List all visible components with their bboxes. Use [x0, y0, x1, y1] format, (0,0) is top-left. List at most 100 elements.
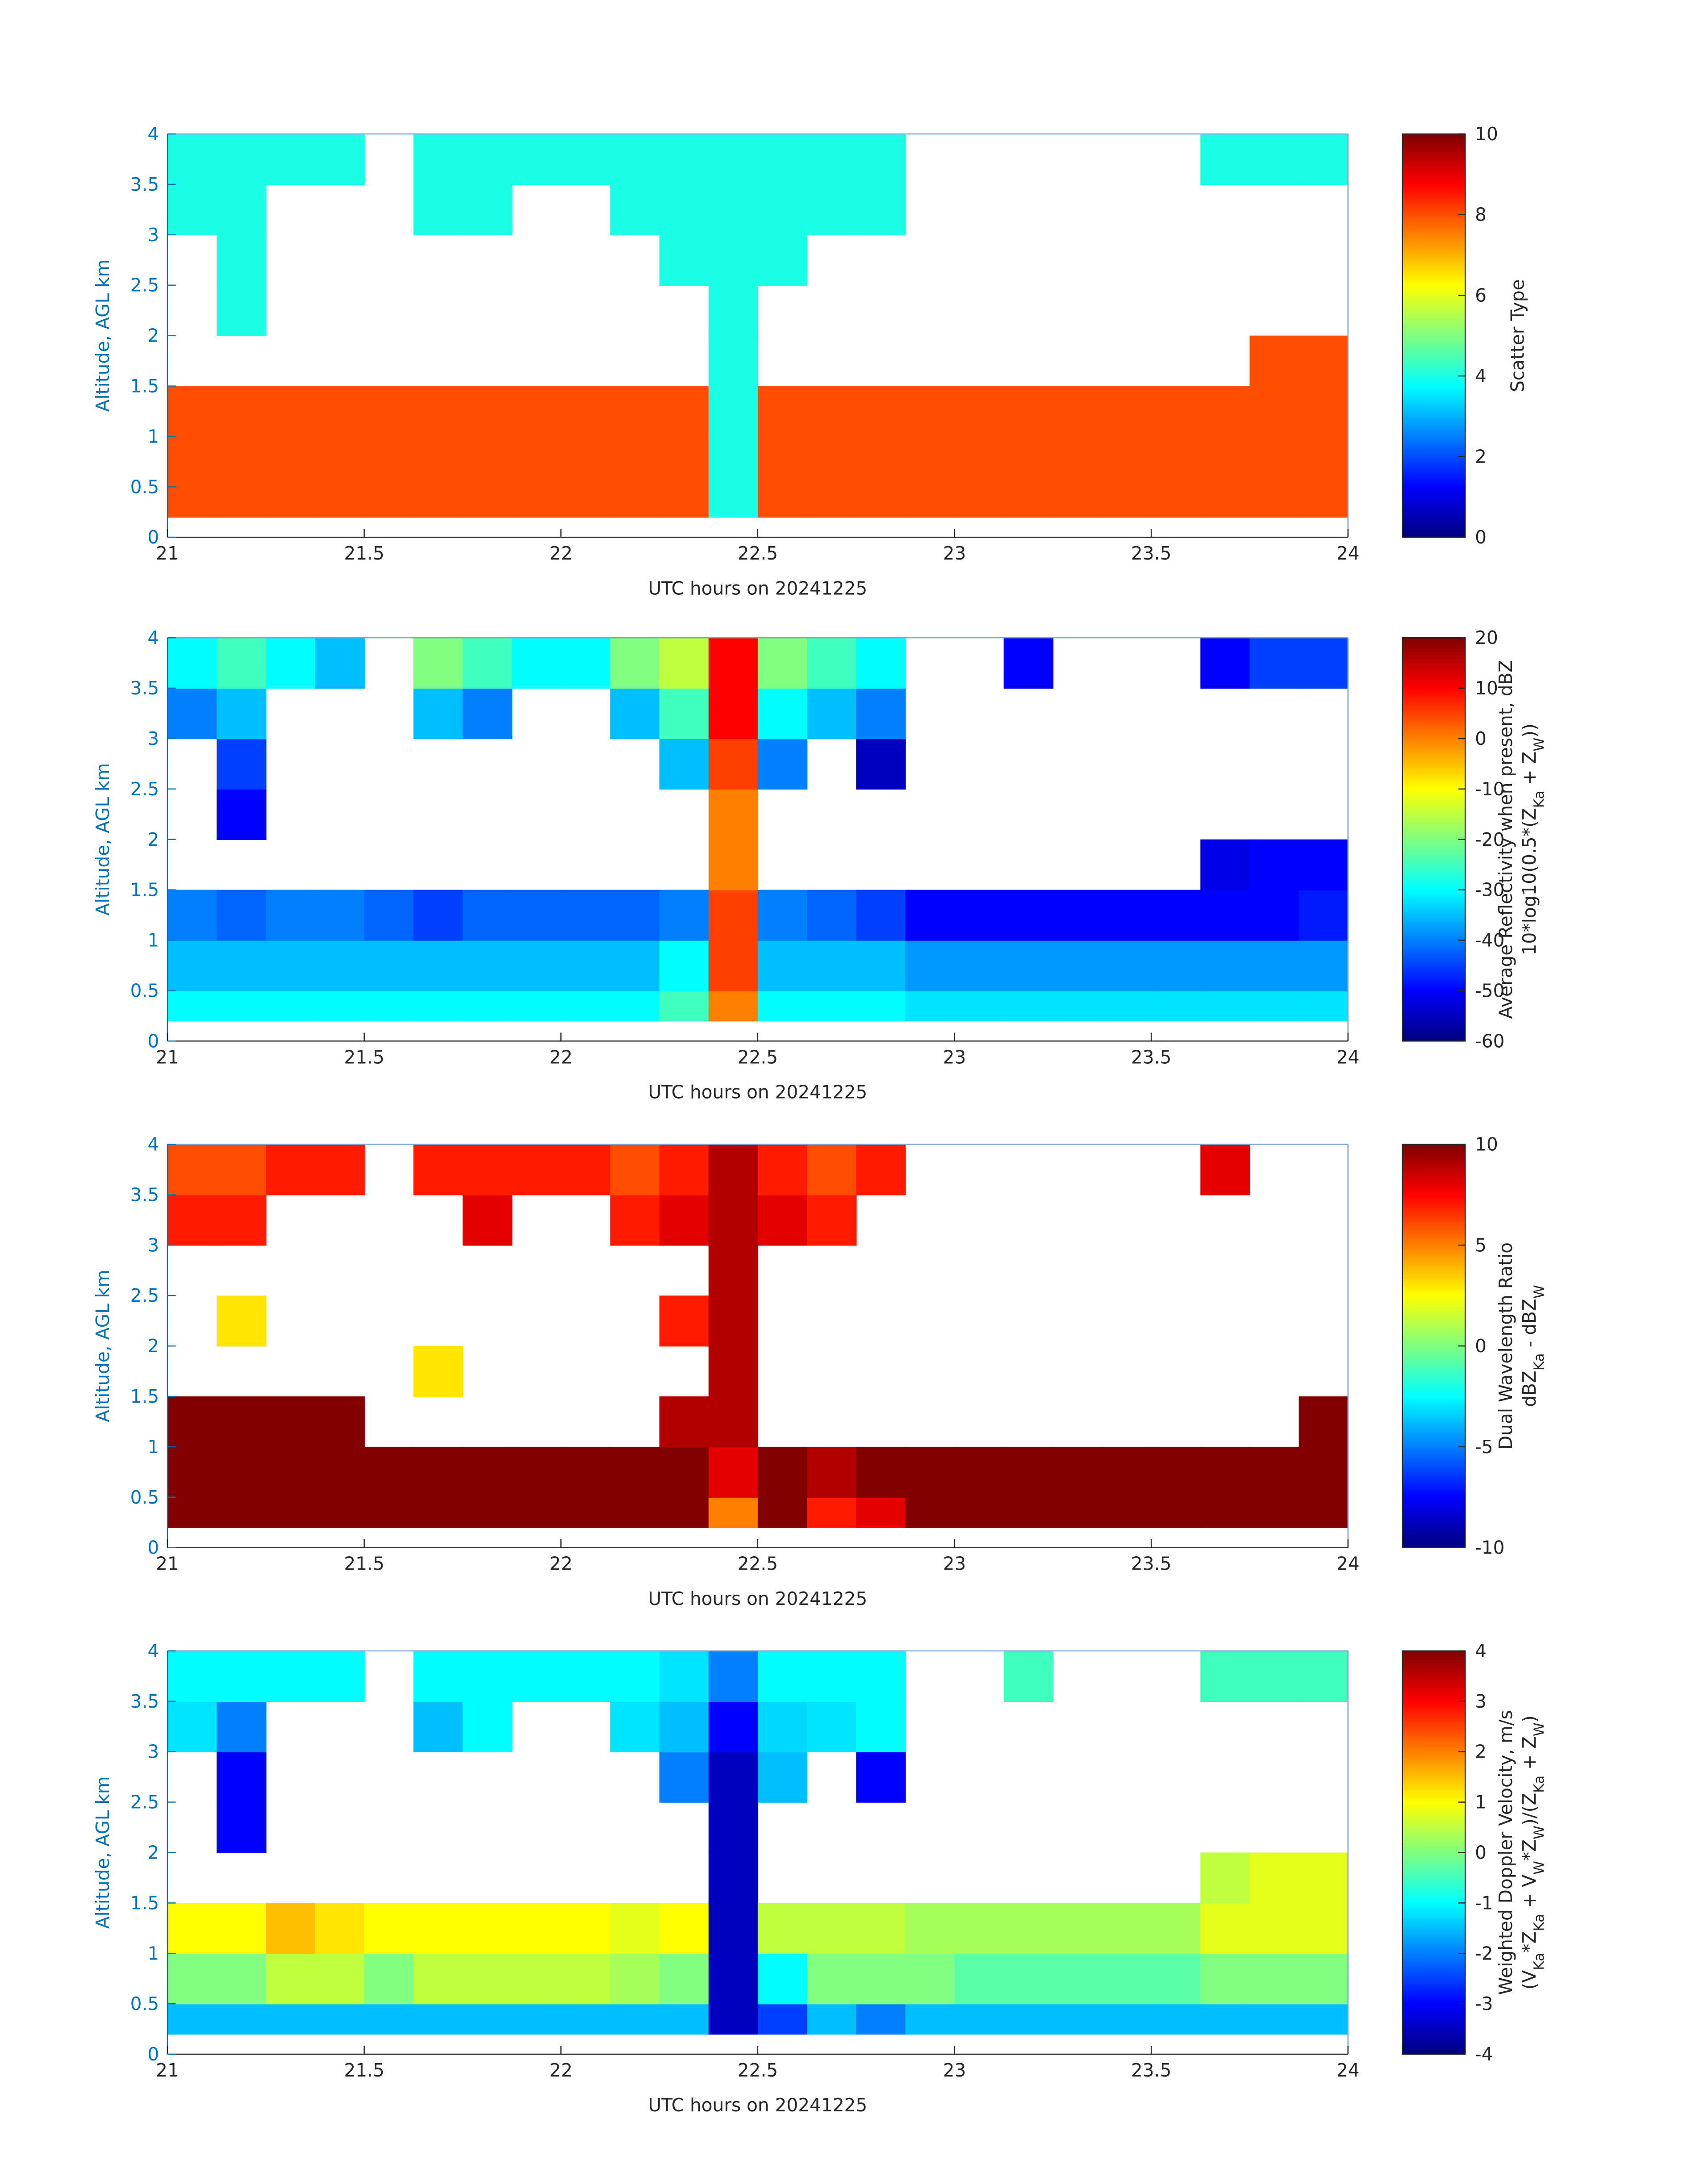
cell: [757, 487, 808, 518]
cell: [905, 1497, 955, 1528]
cell: [512, 890, 562, 941]
cell: [315, 890, 365, 941]
cell: [757, 940, 808, 991]
x-tick-label: 21.5: [344, 543, 384, 564]
colorbar-label-part: ): [1519, 1715, 1540, 1722]
y-tick-label: 4: [147, 627, 159, 648]
cell: [1151, 2004, 1201, 2035]
cell: [1249, 487, 1299, 518]
cell: [708, 1346, 759, 1397]
cell: [1299, 436, 1349, 488]
cell: [266, 487, 316, 518]
cell: [1200, 1903, 1250, 1954]
cell: [167, 1446, 217, 1498]
cell: [659, 890, 709, 941]
cell: [1003, 2004, 1054, 2035]
cell: [708, 234, 759, 286]
colorbar-tick-label: 0: [1475, 728, 1487, 749]
colorbar: [1402, 1650, 1466, 2055]
cell: [708, 487, 759, 518]
cell: [167, 134, 217, 185]
cell: [659, 738, 709, 790]
cell: [708, 638, 759, 689]
cell: [561, 638, 611, 689]
cell: [462, 1903, 513, 1954]
cell: [413, 890, 464, 941]
cell: [1299, 638, 1349, 689]
cell: [610, 1446, 660, 1498]
cell: [659, 1144, 709, 1195]
cell: [512, 1144, 562, 1195]
cell: [954, 1953, 1004, 2005]
cell: [462, 1195, 513, 1246]
y-tick-label: 0.5: [130, 980, 159, 1001]
cell: [167, 688, 217, 740]
cell: [757, 134, 808, 185]
cell: [413, 386, 464, 437]
x-axis-label: UTC hours on 20241225: [648, 577, 868, 599]
y-tick-label: 1.5: [130, 1892, 159, 1914]
cell: [610, 890, 660, 941]
colorbar-label: Weighted Doppler Velocity, m/s: [1495, 1710, 1516, 1995]
cell: [413, 184, 464, 236]
x-tick-label: 23: [943, 543, 966, 564]
cell: [708, 184, 759, 236]
cell: [757, 1144, 808, 1195]
cell: [1299, 386, 1349, 437]
cell: [954, 1497, 1004, 1528]
cell: [167, 1953, 217, 2005]
cell: [905, 487, 955, 518]
cell: [1249, 1446, 1299, 1498]
y-axis-label: Altitude, AGL km: [92, 1776, 113, 1929]
cell: [954, 990, 1004, 1022]
cell: [1151, 890, 1201, 941]
colorbar-tick-label: -50: [1475, 980, 1504, 1001]
cell: [512, 1903, 562, 1954]
cell: [807, 990, 857, 1022]
cell: [1299, 1497, 1349, 1528]
cell: [659, 1497, 709, 1528]
cell: [315, 487, 365, 518]
cell: [462, 638, 513, 689]
cell: [413, 487, 464, 518]
cell: [807, 1195, 857, 1246]
y-tick-label: 3.5: [130, 677, 159, 699]
colorbar-tick-label: 10: [1475, 123, 1498, 145]
colorbar-label-part: W: [1531, 1722, 1547, 1736]
colorbar-label-part: Scatter Type: [1507, 279, 1528, 392]
cell: [610, 1701, 660, 1752]
cell: [856, 2004, 906, 2035]
cell: [217, 1802, 267, 1853]
cell: [1299, 1953, 1349, 2005]
cell: [217, 1497, 267, 1528]
cell: [807, 940, 857, 991]
cell: [364, 940, 414, 991]
colorbar-tick-label: 2: [1475, 446, 1487, 468]
cell: [217, 1446, 267, 1498]
cell: [1200, 940, 1250, 991]
cell: [1200, 1497, 1250, 1528]
colorbar-label-part: (V: [1519, 1970, 1540, 1990]
cell: [807, 134, 857, 185]
cell: [1003, 1497, 1054, 1528]
cell: [1249, 990, 1299, 1022]
x-tick-label: 22.5: [738, 2060, 778, 2081]
x-tick-label: 21: [156, 1046, 179, 1068]
cell: [1052, 940, 1103, 991]
x-tick-label: 22.5: [738, 543, 778, 564]
cell: [561, 134, 611, 185]
y-tick-label: 2.5: [130, 778, 159, 800]
cell: [659, 1295, 709, 1347]
cell: [462, 2004, 513, 2035]
cell: [364, 386, 414, 437]
cell: [1249, 1651, 1299, 1702]
colorbar-tick-label: -3: [1475, 1993, 1493, 2014]
cell: [905, 386, 955, 437]
cell: [954, 1903, 1004, 1954]
cell: [856, 1651, 906, 1702]
cell: [512, 990, 562, 1022]
colorbar-label-part: + V: [1519, 1875, 1540, 1914]
cell: [659, 2004, 709, 2035]
x-axis-label: UTC hours on 20241225: [648, 2094, 868, 2116]
x-tick-label: 21: [156, 1553, 179, 1575]
